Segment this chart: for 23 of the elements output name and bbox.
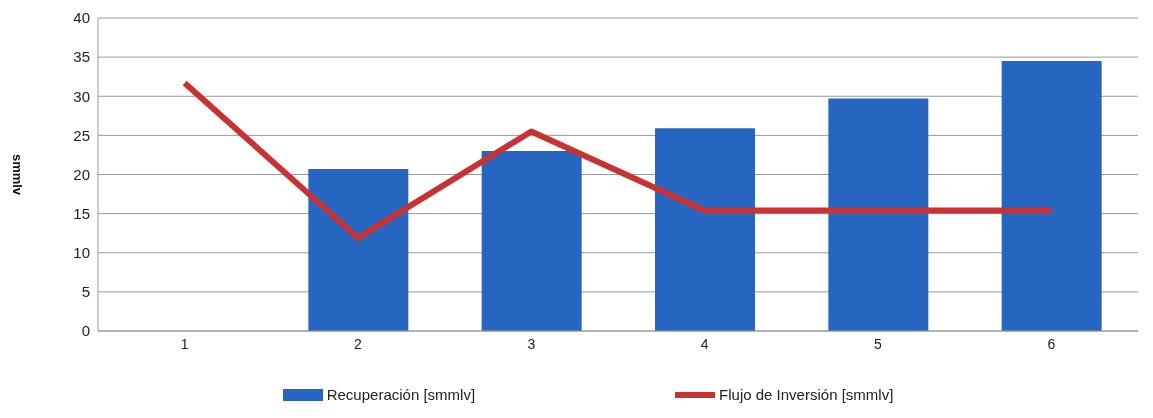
- bar: [655, 128, 755, 331]
- legend-label: Recuperación [smmlv]: [326, 386, 476, 403]
- y-tick-label: 30: [73, 87, 90, 105]
- x-tick-label: 2: [354, 335, 363, 352]
- x-tick-label: 3: [527, 335, 536, 352]
- legend-label: Flujo de Inversión [smmlv]: [719, 386, 894, 403]
- y-tick-label: 15: [73, 204, 90, 222]
- y-tick-label: 5: [81, 283, 90, 301]
- x-tick-label: 5: [874, 335, 883, 352]
- bar: [308, 169, 409, 331]
- bar: [828, 98, 929, 331]
- y-tick-label: 35: [73, 48, 90, 66]
- y-tick-label: 20: [73, 165, 90, 183]
- bar: [1001, 61, 1102, 331]
- x-tick-label: 6: [1047, 335, 1056, 352]
- y-axis-title: smmlv: [10, 153, 26, 196]
- y-tick-label: 0: [81, 322, 90, 340]
- bar: [481, 151, 582, 331]
- y-tick-label: 25: [73, 126, 90, 144]
- y-tick-label: 40: [73, 9, 90, 27]
- x-tick-label: 1: [180, 335, 189, 352]
- x-tick-label: 4: [700, 335, 709, 352]
- y-tick-label: 10: [73, 244, 90, 262]
